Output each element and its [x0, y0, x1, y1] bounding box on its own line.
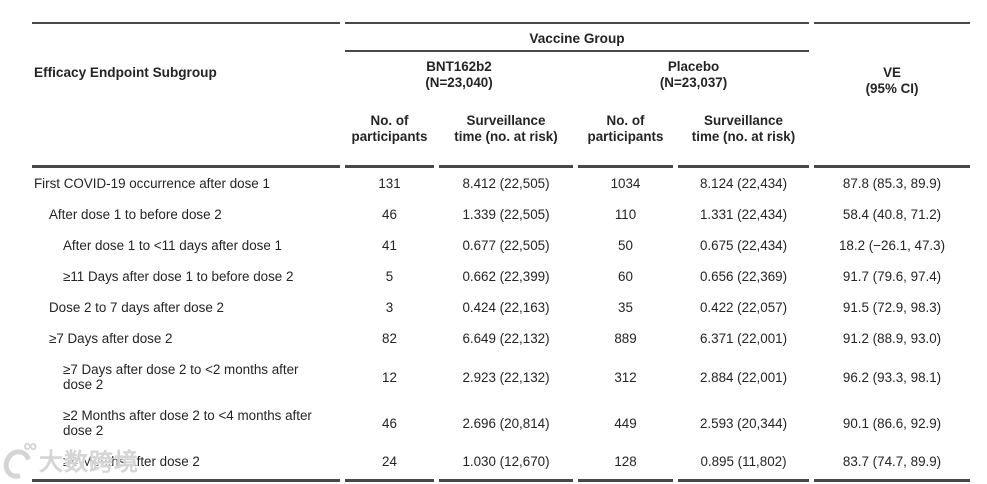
table-row: ≥2 Months after dose 2 to <4 months afte…: [32, 400, 970, 446]
ve-cell: 91.7 (79.6, 97.4): [842, 269, 942, 284]
top-rule-right-cell: [814, 22, 971, 52]
row-label: ≥11 Days after dose 1 to before dose 2: [63, 269, 294, 284]
placebo-n: (N=23,037): [659, 75, 728, 90]
bnt-surveillance-cell: 0.424 (22,163): [462, 300, 550, 315]
bnt-surveillance-cell: 2.923 (22,132): [462, 369, 550, 385]
ve-column-header: VE (95% CI): [814, 52, 971, 168]
bnt162b2-name: BNT162b2: [426, 59, 492, 74]
table-row: Dose 2 to 7 days after dose 2 3 0.424 (2…: [32, 292, 970, 323]
placebo-surveillance-cell: 2.593 (20,344): [699, 415, 788, 431]
placebo-participants-cell: 1034: [610, 176, 641, 191]
bnt-participants-cell: 82: [382, 331, 397, 346]
bnt-participants-cell: 3: [385, 300, 394, 315]
table-row: ≥11 Days after dose 1 to before dose 2 5…: [32, 261, 970, 292]
bnt-participants-cell: 46: [382, 207, 397, 222]
placebo-participants-cell: 128: [578, 446, 673, 482]
placebo-surveillance-cell: 0.656 (22,369): [699, 269, 788, 284]
table-row: After dose 1 to <11 days after dose 1 41…: [32, 230, 970, 261]
bnt-participants-cell: 131: [378, 176, 401, 191]
group-header-row: Efficacy Endpoint Subgroup BNT162b2 (N=2…: [32, 52, 971, 168]
placebo-participants-cell: 449: [614, 415, 637, 431]
subgroup-column-header: Efficacy Endpoint Subgroup: [32, 52, 340, 168]
ve-label: VE: [883, 65, 901, 80]
surveillance-header-line2: time (no. at risk): [454, 129, 558, 144]
placebo-surveillance-cell: 1.331 (22,434): [699, 207, 788, 222]
placebo-surveillance-cell: 0.422 (22,057): [699, 300, 788, 315]
row-label: ≥4 Months after dose 2: [32, 446, 340, 482]
participants-header-line1: No. of: [606, 113, 645, 128]
vaccine-group-header: Vaccine Group: [345, 22, 810, 52]
ve-cell: 87.8 (85.3, 89.9): [842, 176, 942, 191]
table-row: After dose 1 to before dose 2 46 1.339 (…: [32, 199, 970, 230]
row-label: Dose 2 to 7 days after dose 2: [49, 300, 224, 315]
bnt-surveillance-cell: 1.030 (12,670): [439, 446, 573, 482]
ve-ci-label: (95% CI): [865, 81, 919, 96]
ve-cell: 83.7 (74.7, 89.9): [814, 446, 971, 482]
row-label: ≥7 Days after dose 2: [49, 331, 173, 346]
placebo-surveillance-cell: 0.675 (22,434): [699, 238, 788, 253]
row-label: After dose 1 to <11 days after dose 1: [63, 238, 282, 253]
ve-cell: 91.2 (88.9, 93.0): [842, 331, 942, 346]
bnt-participants-cell: 46: [382, 415, 397, 431]
surveillance-header-line1: Surveillance: [704, 113, 783, 128]
placebo-participants-cell: 60: [618, 269, 633, 284]
bnt-surveillance-cell: 2.696 (20,814): [462, 415, 550, 431]
bnt162b2-n: (N=23,040): [425, 75, 493, 90]
placebo-surveillance-cell: 2.884 (22,001): [699, 369, 788, 385]
table-row: ≥7 Days after dose 2 82 6.649 (22,132) 8…: [32, 323, 970, 354]
top-rule-left-cell: [32, 22, 340, 52]
bnt-surveillance-cell: 6.649 (22,132): [462, 331, 550, 346]
row-label: ≥7 Days after dose 2 to <2 months after …: [63, 362, 299, 392]
bnt-participants-cell: 41: [382, 238, 397, 253]
row-label: First COVID-19 occurrence after dose 1: [34, 176, 270, 191]
ve-cell: 91.5 (72.9, 98.3): [842, 300, 942, 315]
bnt-participants-cell: 12: [382, 369, 397, 385]
placebo-participants-cell: 889: [614, 331, 637, 346]
placebo-participants-cell: 110: [614, 207, 637, 222]
bnt-surveillance-cell: 8.412 (22,505): [462, 176, 550, 191]
ve-cell: 18.2 (−26.1, 47.3): [838, 238, 946, 253]
placebo-surveillance-cell: 8.124 (22,434): [699, 176, 788, 191]
bnt-surveillance-header: Surveillance time (no. at risk): [439, 103, 573, 168]
bnt-participants-header: No. of participants: [345, 103, 434, 168]
table-row: ≥4 Months after dose 2 24 1.030 (12,670)…: [32, 446, 971, 482]
surveillance-header-line2: time (no. at risk): [691, 129, 796, 144]
placebo-participants-cell: 35: [618, 300, 633, 315]
placebo-surveillance-cell: 6.371 (22,001): [699, 331, 788, 346]
placebo-surveillance-header: Surveillance time (no. at risk): [678, 103, 810, 168]
participants-header-line2: participants: [351, 129, 428, 144]
placebo-group-header: Placebo (N=23,037): [578, 52, 809, 103]
placebo-participants-cell: 312: [614, 369, 637, 385]
ve-cell: 96.2 (93.3, 98.1): [842, 369, 942, 385]
bnt-surveillance-cell: 0.662 (22,399): [462, 269, 550, 284]
placebo-surveillance-cell: 0.895 (11,802): [678, 446, 810, 482]
bnt-surveillance-cell: 0.677 (22,505): [462, 238, 550, 253]
participants-header-line2: participants: [587, 129, 664, 144]
vaccine-efficacy-table: Vaccine Group Efficacy Endpoint Subgroup…: [27, 22, 975, 482]
vaccine-group-row: Vaccine Group: [32, 22, 971, 52]
subcolumn-header-row: No. of participants Surveillance time (n…: [32, 103, 970, 168]
placebo-participants-header: No. of participants: [578, 103, 673, 168]
bnt-participants-cell: 24: [345, 446, 434, 482]
ve-cell: 58.4 (40.8, 71.2): [842, 207, 942, 222]
bnt-surveillance-cell: 1.339 (22,505): [462, 207, 550, 222]
table-row: ≥7 Days after dose 2 to <2 months after …: [32, 354, 970, 400]
participants-header-line1: No. of: [370, 113, 409, 128]
row-label: ≥2 Months after dose 2 to <4 months afte…: [63, 408, 312, 438]
bnt-participants-cell: 5: [385, 269, 394, 284]
row-label: After dose 1 to before dose 2: [49, 207, 222, 222]
placebo-participants-cell: 50: [618, 238, 633, 253]
bnt162b2-group-header: BNT162b2 (N=23,040): [345, 52, 573, 103]
placebo-name: Placebo: [667, 59, 720, 74]
table-row: First COVID-19 occurrence after dose 1 1…: [32, 168, 970, 199]
surveillance-header-line1: Surveillance: [466, 113, 546, 128]
ve-cell: 90.1 (86.6, 92.9): [842, 415, 942, 431]
